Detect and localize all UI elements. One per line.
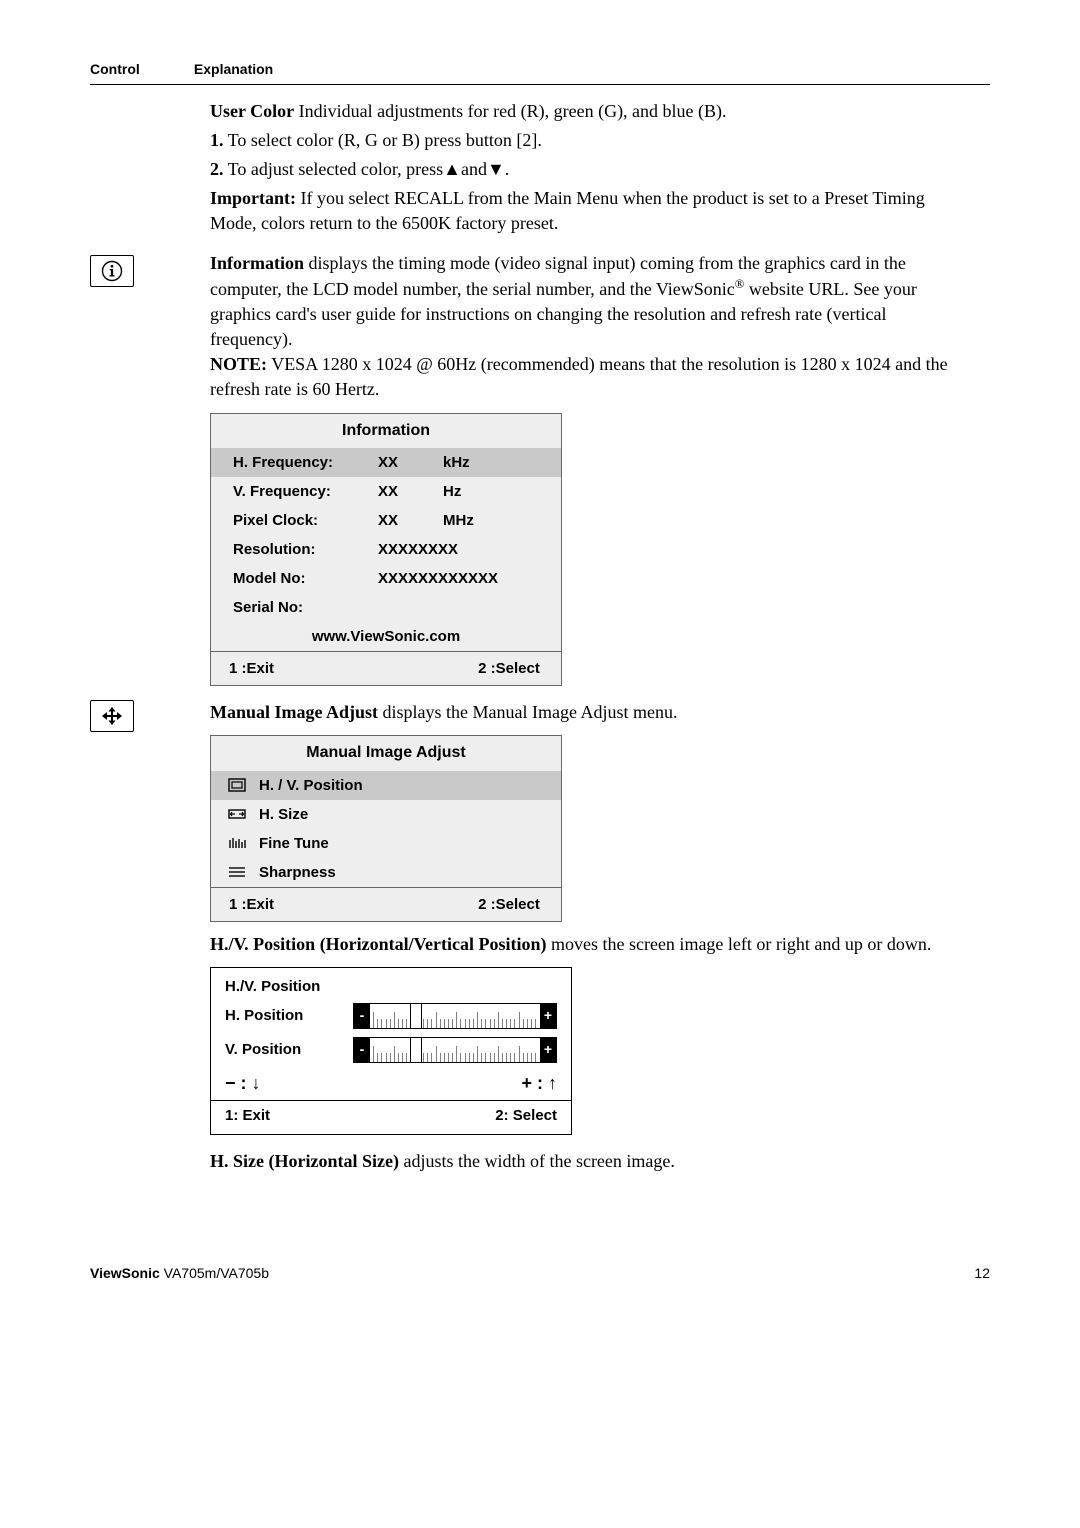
osd-info-row: V. Frequency:XXHz	[211, 477, 561, 506]
hv-row-h: H. Position - +	[211, 999, 571, 1033]
user-color-line1: User Color Individual adjustments for re…	[210, 99, 960, 124]
hv-select: 2: Select	[391, 1105, 557, 1126]
hv-osd-title: H./V. Position	[211, 968, 571, 999]
minus-icon: -	[354, 1004, 370, 1028]
mia-item-label: H. / V. Position	[259, 775, 363, 796]
manual-adjust-icon	[90, 700, 134, 732]
h-size-text: H. Size (Horizontal Size) adjusts the wi…	[210, 1149, 960, 1174]
mia-item-label: H. Size	[259, 804, 308, 825]
mia-item-label: Fine Tune	[259, 833, 329, 854]
plus-icon: +	[540, 1004, 556, 1028]
mia-item-icon	[227, 836, 247, 850]
v-position-slider: - +	[353, 1037, 557, 1063]
mia-text: Manual Image Adjust displays the Manual …	[210, 700, 960, 725]
user-color-step2: 2. To adjust selected color, press▲and▼.	[210, 157, 960, 182]
minus-icon: -	[354, 1038, 370, 1062]
h-position-label: H. Position	[225, 1005, 335, 1026]
h-position-slider: - +	[353, 1003, 557, 1029]
slider-thumb	[410, 1038, 422, 1062]
osd-mia-row: H. Size	[211, 800, 561, 829]
osd-mia-title: Manual Image Adjust	[211, 736, 561, 770]
hv-exit: 1: Exit	[225, 1105, 391, 1126]
user-color-step1: 1. To select color (R, G or B) press but…	[210, 128, 960, 153]
info-icon	[90, 255, 134, 287]
user-color-section: User Color Individual adjustments for re…	[90, 99, 990, 237]
section-header: Control Explanation	[90, 60, 990, 85]
up-arrow-bold-icon: ↑	[548, 1073, 557, 1093]
hv-footer: 1: Exit 2: Select	[211, 1101, 571, 1134]
footer-model: VA705m/VA705b	[160, 1265, 269, 1281]
information-note: NOTE: VESA 1280 x 1024 @ 60Hz (recommend…	[210, 352, 960, 402]
mia-item-icon	[227, 865, 247, 879]
slider-thumb	[410, 1004, 422, 1028]
minus-hint: − : ↓	[225, 1071, 391, 1096]
information-section: Information displays the timing mode (vi…	[90, 251, 990, 687]
footer-page-number: 12	[974, 1264, 990, 1284]
mia-item-icon	[227, 807, 247, 821]
plus-icon: +	[540, 1038, 556, 1062]
osd-info-row: Model No:XXXXXXXXXXXX	[211, 564, 561, 593]
mia-item-icon	[227, 778, 247, 792]
down-arrow-bold-icon: ↓	[252, 1073, 261, 1093]
hv-position-text: H./V. Position (Horizontal/Vertical Posi…	[210, 932, 960, 957]
osd-info-row: Pixel Clock:XXMHz	[211, 506, 561, 535]
hv-ctrl-row: − : ↓ + : ↑	[211, 1067, 571, 1100]
information-text: Information displays the timing mode (vi…	[210, 251, 960, 353]
header-control: Control	[90, 60, 190, 80]
header-explanation: Explanation	[194, 60, 273, 80]
osd-info-row: H. Frequency:XXkHz	[211, 448, 561, 477]
v-position-label: V. Position	[225, 1039, 335, 1060]
osd-mia-row: Fine Tune	[211, 829, 561, 858]
osd-select: 2 :Select	[402, 658, 540, 679]
plus-hint: + : ↑	[391, 1071, 557, 1096]
osd-mia-row: H. / V. Position	[211, 771, 561, 800]
footer-brand: ViewSonic	[90, 1265, 160, 1281]
osd-info-title: Information	[211, 414, 561, 448]
mia-item-label: Sharpness	[259, 862, 336, 883]
osd-info-url: www.ViewSonic.com	[211, 622, 561, 651]
osd-info-row: Serial No:	[211, 593, 561, 622]
osd-mia-footer: 1 :Exit2 :Select	[211, 887, 561, 921]
osd-select: 2 :Select	[402, 894, 540, 915]
osd-mia-row: Sharpness	[211, 858, 561, 887]
osd-exit: 1 :Exit	[229, 658, 402, 679]
page-footer: ViewSonic VA705m/VA705b 12	[90, 1264, 990, 1284]
osd-info-footer: 1 :Exit2 :Select	[211, 651, 561, 685]
down-arrow-icon: ▼	[487, 159, 505, 179]
user-color-important: Important: If you select RECALL from the…	[210, 186, 960, 236]
mia-section: Manual Image Adjust displays the Manual …	[90, 700, 990, 1174]
osd-exit: 1 :Exit	[229, 894, 402, 915]
mia-osd: Manual Image Adjust H. / V. Position H. S…	[210, 735, 562, 921]
hv-osd: H./V. Position H. Position - + V. Positi…	[210, 967, 572, 1135]
up-arrow-icon: ▲	[443, 159, 461, 179]
osd-info-row: Resolution:XXXXXXXX	[211, 535, 561, 564]
hv-row-v: V. Position - +	[211, 1033, 571, 1067]
information-osd: Information H. Frequency:XXkHzV. Frequen…	[210, 413, 562, 686]
